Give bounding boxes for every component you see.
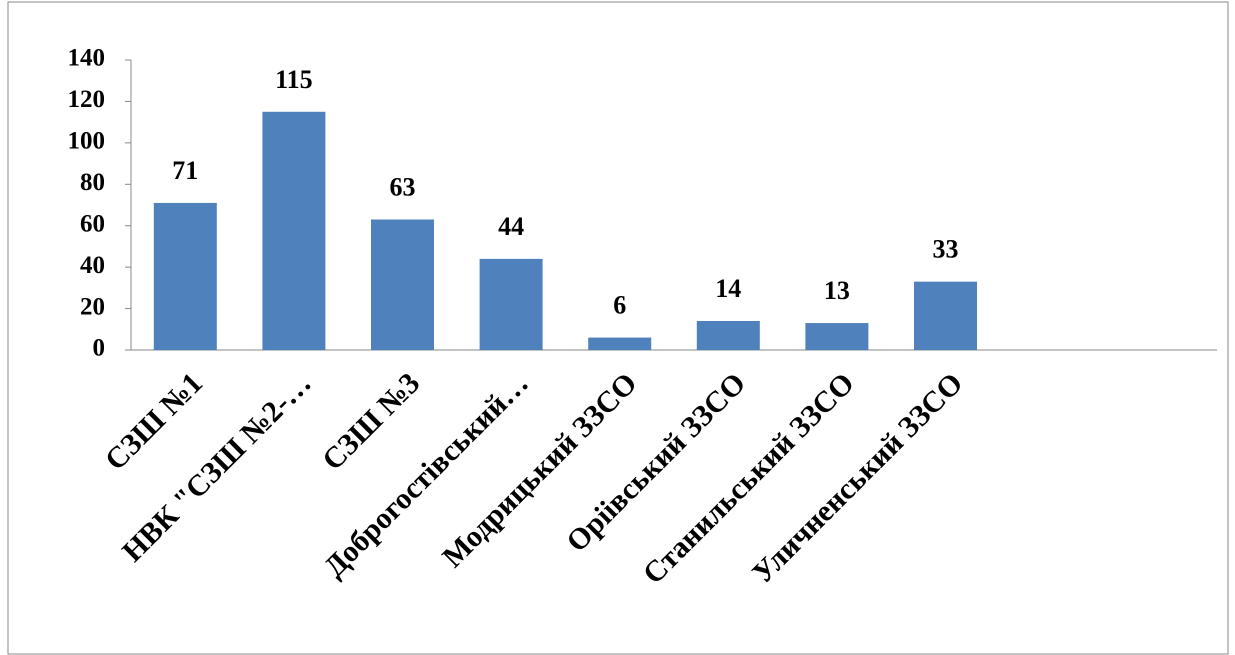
y-tick-label: 100 xyxy=(68,128,106,155)
bar xyxy=(153,202,217,350)
bar xyxy=(914,281,977,350)
y-tick-label: 60 xyxy=(80,210,105,237)
x-tick-label: СЗШ №1 xyxy=(99,366,209,476)
y-tick-label: 120 xyxy=(68,86,106,113)
x-tick-label: Станильський ЗЗСО xyxy=(637,366,861,590)
value-label: 33 xyxy=(933,235,959,264)
value-label: 71 xyxy=(172,156,198,185)
y-tick-label: 40 xyxy=(80,252,105,279)
value-label: 44 xyxy=(498,212,524,241)
value-label: 13 xyxy=(824,276,850,305)
value-label: 6 xyxy=(613,291,626,320)
x-tick-label: Оріівський ЗЗСО xyxy=(560,366,752,558)
y-tick-label: 20 xyxy=(80,293,105,320)
x-tick-label: Уличненський ЗЗСО xyxy=(746,366,969,589)
value-label: 14 xyxy=(715,274,741,303)
chart-frame xyxy=(7,1,1229,655)
x-tick-label: СЗШ №3 xyxy=(316,366,426,476)
y-tick-label: 80 xyxy=(80,169,105,196)
y-tick-label: 0 xyxy=(93,335,106,362)
x-tick-label: Доброгостівський… xyxy=(318,366,535,583)
x-tick-label: НВК "СЗШ №2-… xyxy=(116,366,318,568)
y-tick-label: 140 xyxy=(68,45,106,72)
bar xyxy=(805,323,869,350)
value-label: 63 xyxy=(390,172,416,201)
bar xyxy=(588,337,652,350)
bar xyxy=(262,111,326,351)
bar xyxy=(371,219,434,350)
x-tick-label: Модрицький ЗЗСО xyxy=(436,366,643,573)
bar xyxy=(479,258,543,350)
bar xyxy=(696,321,760,350)
value-label: 115 xyxy=(275,65,313,94)
